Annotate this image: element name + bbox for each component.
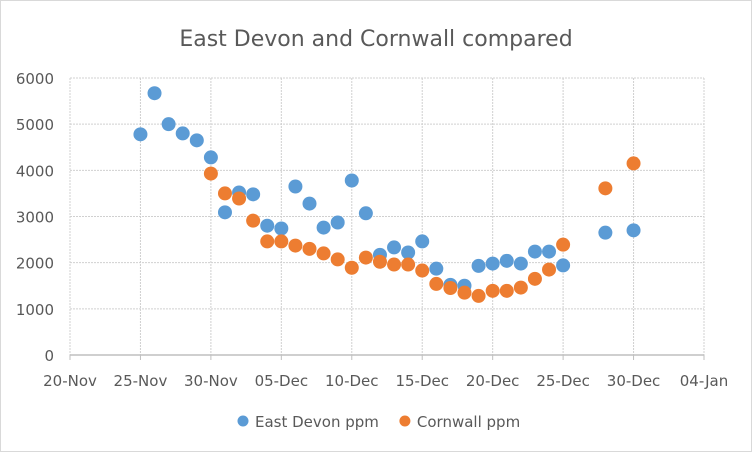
data-point [358,250,373,265]
data-point [288,238,303,253]
y-tick-label: 0 [44,347,54,365]
x-tick-label: 25-Dec [536,372,590,390]
data-point [401,245,416,260]
data-point [598,225,613,240]
data-point [401,257,416,272]
data-point [415,234,430,249]
data-point [542,262,557,277]
data-point [387,257,402,272]
y-tick-label: 6000 [16,70,54,88]
data-point [542,244,557,259]
data-point [274,234,289,249]
data-point [471,288,486,303]
data-point [358,206,373,221]
data-point [556,237,571,252]
data-point [232,191,247,206]
data-point [429,261,444,276]
data-point [246,187,261,202]
axes: 0 1000 2000 3000 4000 5000 6000 20-Nov 25-Nov 30-… [16,70,728,390]
x-tick-label: 20-Dec [466,372,520,390]
data-point [598,181,613,196]
data-point [133,127,148,142]
data-point [513,256,528,271]
series-cornwall-ppm [203,156,641,303]
data-point [344,173,359,188]
legend-label: Cornwall ppm [417,413,520,431]
data-point [274,221,289,236]
data-point [457,285,472,300]
data-point [316,246,331,261]
legend: East Devon ppm Cornwall ppm [237,413,520,431]
y-tick-label: 3000 [16,209,54,227]
data-point [260,234,275,249]
data-point [443,281,458,296]
x-tick-label: 15-Dec [395,372,449,390]
data-point [344,260,359,275]
data-point [147,86,162,101]
data-point [499,253,514,268]
data-point [485,256,500,271]
data-point [527,271,542,286]
data-point [513,280,528,295]
data-point [316,220,331,235]
x-tick-label: 30-Nov [184,372,238,390]
data-point [161,117,176,132]
x-tick-label: 30-Dec [607,372,661,390]
data-point [288,179,303,194]
gridlines [69,77,705,355]
y-tick-label: 1000 [16,301,54,319]
data-point [429,276,444,291]
data-point [527,244,542,259]
legend-item: Cornwall ppm [399,413,520,431]
x-tick-label: 25-Nov [114,372,168,390]
data-point [203,166,218,181]
data-point [260,218,275,233]
data-point [246,213,261,228]
legend-label: East Devon ppm [255,413,379,431]
data-point [387,240,402,255]
data-point [203,150,218,165]
y-tick-label: 5000 [16,116,54,134]
x-tick-label: 20-Nov [43,372,97,390]
chart-title: East Devon and Cornwall compared [179,27,572,52]
data-point [302,196,317,211]
x-tick-label: 10-Dec [325,372,379,390]
data-point [626,223,641,238]
legend-marker-icon [237,415,249,427]
data-point [217,186,232,201]
data-point [189,133,204,148]
legend-marker-icon [399,415,411,427]
y-tick-label: 2000 [16,255,54,273]
x-tick-label: 04-Jan [680,372,728,390]
legend-item: East Devon ppm [237,413,379,431]
data-point [556,258,571,273]
data-point [471,258,486,273]
y-tick-label: 4000 [16,162,54,180]
data-point [330,252,345,267]
data-points [133,86,641,303]
data-point [372,254,387,269]
series-east-devon-ppm [133,86,641,293]
x-tick-label: 05-Dec [255,372,309,390]
data-point [626,156,641,171]
data-point [175,126,190,141]
data-point [485,283,500,298]
data-point [415,263,430,278]
data-point [217,205,232,220]
data-point [330,215,345,230]
data-point [499,283,514,298]
data-point [302,241,317,256]
